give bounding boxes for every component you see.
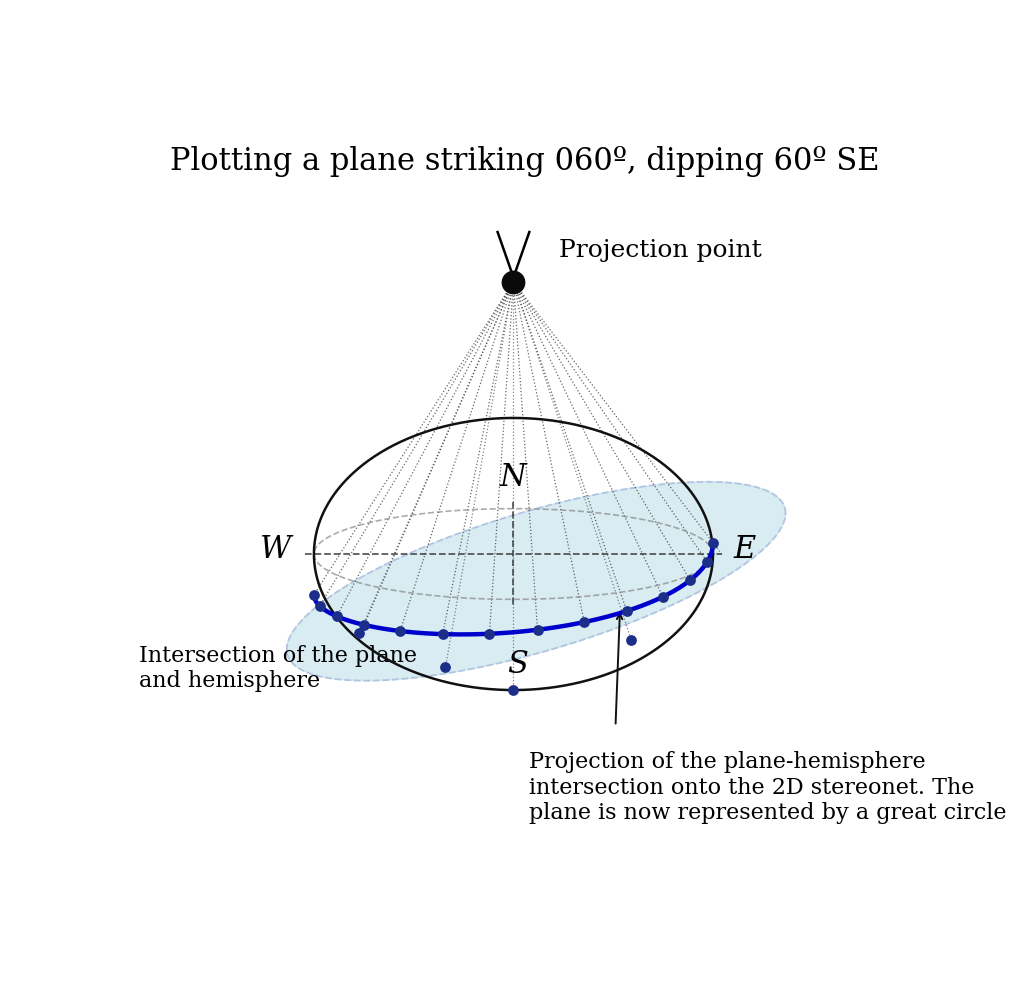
Point: [624, 632, 640, 648]
Point: [329, 608, 345, 624]
Point: [705, 535, 721, 551]
Text: E: E: [733, 534, 756, 565]
Point: [351, 625, 368, 641]
Point: [654, 589, 671, 605]
Text: W: W: [260, 534, 291, 565]
Point: [699, 554, 716, 570]
Point: [392, 623, 409, 639]
Point: [529, 622, 546, 638]
Point: [577, 614, 593, 630]
Text: Plotting a plane striking 060º, dipping 60º SE: Plotting a plane striking 060º, dipping …: [170, 146, 880, 177]
Point: [437, 659, 454, 675]
Text: Projection of the plane-hemisphere
intersection onto the 2D stereonet. The
plane: Projection of the plane-hemisphere inter…: [529, 752, 1007, 824]
Point: [505, 682, 521, 698]
Text: Intersection of the plane
and hemisphere: Intersection of the plane and hemisphere: [139, 644, 418, 692]
Point: [306, 587, 323, 603]
Text: S: S: [508, 649, 528, 680]
Point: [505, 274, 521, 290]
Point: [481, 626, 498, 642]
Text: N: N: [500, 461, 526, 492]
Point: [682, 572, 698, 588]
Point: [311, 598, 328, 614]
Point: [356, 617, 373, 633]
Point: [434, 626, 451, 642]
Text: Projection point: Projection point: [559, 238, 762, 261]
Polygon shape: [287, 481, 785, 680]
Point: [618, 603, 635, 619]
